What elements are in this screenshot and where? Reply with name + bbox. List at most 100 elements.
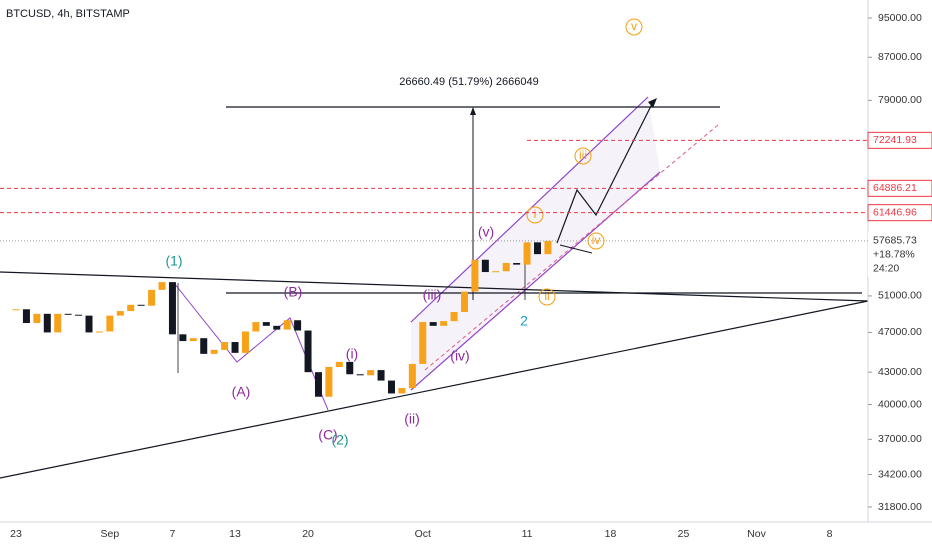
chart-title: BTCUSD, 4h, BITSTAMP — [6, 8, 130, 20]
candle — [106, 315, 114, 332]
x-tick-label: 25 — [678, 528, 690, 540]
y-tick-label: 31800.00 — [878, 501, 922, 513]
candle — [283, 320, 291, 330]
candle — [325, 367, 333, 397]
wave-label: (2) — [331, 432, 348, 448]
circle — [538, 288, 556, 306]
y-tick-label: 47000.00 — [878, 326, 922, 338]
wave-label: v — [631, 19, 637, 33]
x-tick-label: Oct — [415, 528, 431, 540]
measure-label: 26660.49 (51.79%) 2666049 — [399, 76, 538, 88]
candle — [210, 349, 218, 354]
candle — [523, 242, 531, 265]
candle — [544, 240, 552, 255]
price-label: 64886.21 — [873, 182, 917, 194]
candle — [231, 342, 239, 353]
price-tag — [867, 131, 932, 149]
candle — [398, 388, 406, 394]
x-tick-label: 23 — [10, 528, 22, 540]
x-tick-label: 11 — [522, 528, 533, 540]
y-tick-label: 37000.00 — [878, 433, 922, 445]
candle — [481, 259, 489, 273]
wave-label: iv — [592, 233, 601, 247]
candle — [534, 242, 541, 255]
wave-label: (B) — [284, 284, 303, 300]
candle — [314, 372, 322, 397]
price-tag — [867, 204, 932, 222]
candle — [43, 313, 51, 333]
candle — [75, 314, 83, 316]
wave-label: 2 — [520, 313, 528, 329]
x-tick-label: 20 — [302, 528, 314, 540]
candle — [127, 304, 135, 312]
candle — [346, 361, 354, 375]
wave-labels: (1) (A) (B) (C) (2) (i) (ii) (iii) (iv) … — [165, 224, 528, 448]
candle — [148, 289, 156, 306]
y-tick-label: 40000.00 — [878, 398, 922, 410]
wave-label: (iv) — [450, 348, 469, 364]
wave-label: iii — [579, 148, 587, 162]
x-tick-label: 13 — [229, 528, 241, 540]
wave-label: (1) — [165, 253, 182, 269]
x-tick-label: Nov — [747, 528, 766, 540]
y-tick-label: 87000.00 — [878, 51, 922, 63]
candle — [262, 322, 270, 326]
wave-label: (C) — [318, 427, 337, 443]
x-tick-label: 18 — [605, 528, 617, 540]
x-tick-label: 7 — [170, 528, 176, 540]
circle — [526, 206, 544, 224]
last-price-label: 57685.73 — [873, 235, 917, 247]
wave-label: ii — [544, 289, 549, 303]
candle — [304, 330, 312, 373]
x-tick-label: 8 — [827, 528, 833, 540]
candle — [158, 282, 166, 290]
x-tick-label: Sep — [101, 528, 120, 540]
candle — [408, 363, 416, 389]
y-tick-label: 43000.00 — [878, 366, 922, 378]
candle — [252, 322, 260, 332]
candle — [22, 309, 30, 324]
candle — [221, 342, 229, 350]
candle — [335, 361, 343, 368]
wave-label: (iii) — [423, 287, 442, 303]
candle — [12, 309, 20, 311]
candle — [54, 313, 62, 333]
candle — [116, 311, 124, 316]
candle — [64, 313, 72, 315]
wave-label: (ii) — [404, 411, 420, 427]
circle — [574, 147, 592, 165]
y-tick-label: 79000.00 — [878, 94, 922, 106]
candle — [377, 370, 385, 381]
candle — [241, 331, 249, 353]
candle — [294, 320, 302, 331]
wave-label: i — [534, 207, 537, 221]
change-label: +18.78% — [873, 249, 915, 261]
candle — [387, 380, 395, 394]
candle — [429, 322, 437, 326]
candle — [419, 322, 427, 364]
candle — [189, 338, 197, 342]
candle — [471, 259, 479, 292]
candle — [450, 311, 458, 322]
wave-label: (A) — [232, 384, 251, 400]
candle — [85, 315, 93, 333]
candle — [492, 271, 500, 273]
candle — [460, 291, 468, 312]
candle — [367, 370, 375, 376]
price-tag — [867, 179, 932, 197]
candle — [179, 334, 187, 342]
candle — [33, 313, 41, 324]
candle — [200, 338, 208, 354]
y-tick-label: 34200.00 — [878, 468, 922, 480]
candle — [440, 321, 448, 326]
candle — [168, 282, 176, 335]
price-label: 72241.93 — [873, 134, 917, 146]
price-label: 61446.96 — [873, 206, 917, 218]
candle — [95, 331, 103, 333]
wave-label: (i) — [346, 346, 358, 362]
last-price-tag — [868, 231, 932, 277]
candle — [137, 304, 145, 306]
candle — [513, 263, 521, 265]
candle — [273, 325, 281, 330]
